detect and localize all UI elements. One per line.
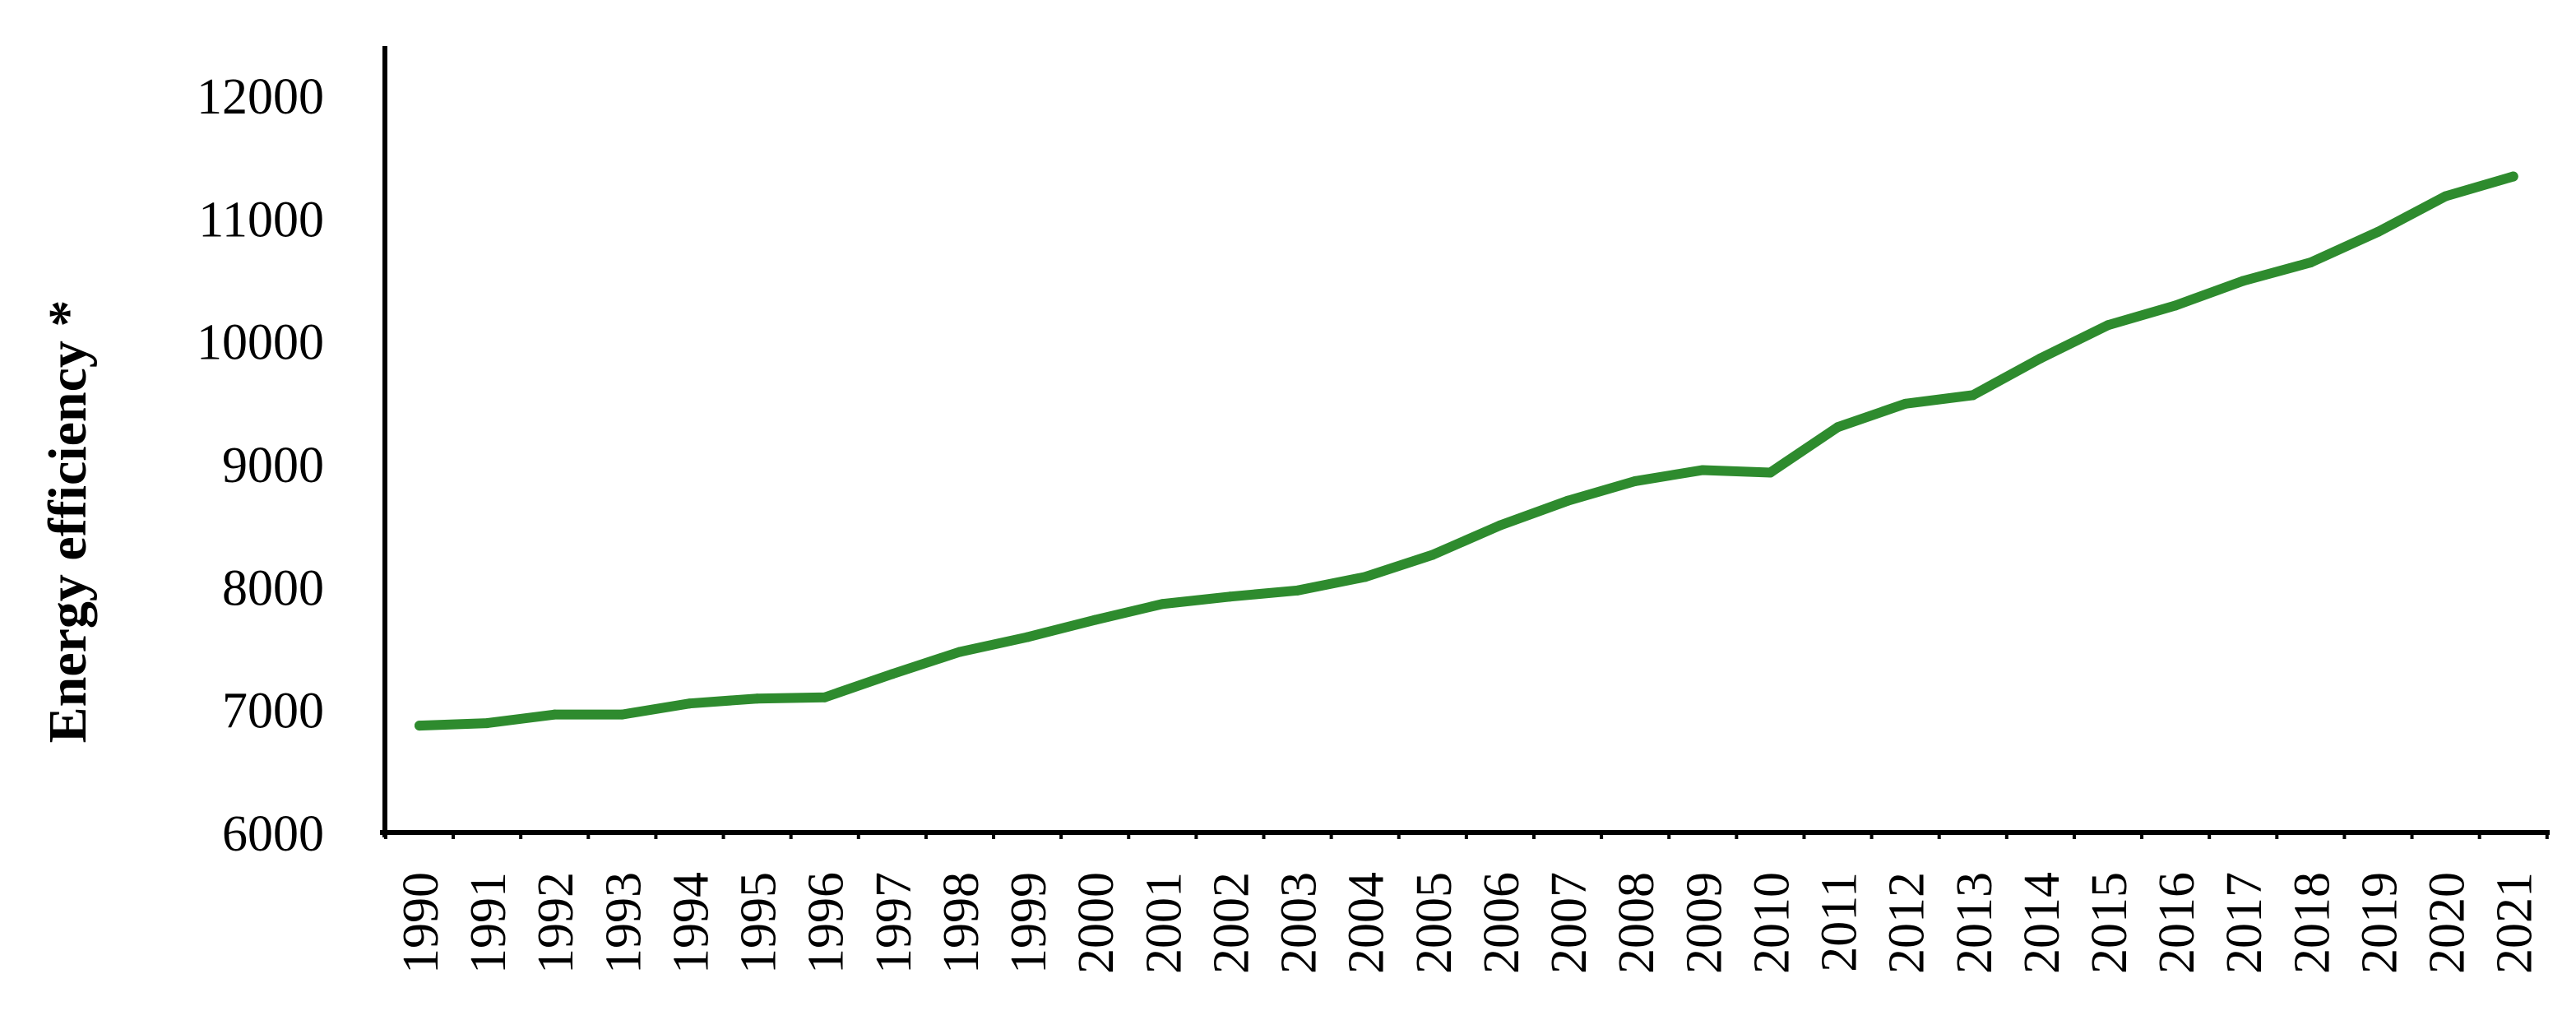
x-tick-label: 2002	[1203, 872, 1259, 974]
x-tick-label: 1998	[934, 872, 989, 974]
data-point	[2305, 257, 2316, 268]
x-tick-label: 2016	[2149, 872, 2205, 974]
series-line-energy-efficiency	[415, 171, 2518, 731]
x-tick-label: 2011	[1812, 872, 1868, 972]
data-point	[1563, 495, 1573, 506]
data-point	[1427, 549, 1438, 560]
data-point	[887, 669, 897, 679]
data-point	[1832, 422, 1843, 433]
data-point	[1698, 465, 1708, 475]
y-tick-label: 12000	[197, 69, 324, 125]
x-tick-label: 1997	[866, 872, 922, 974]
data-point	[2103, 320, 2113, 331]
data-point	[1360, 572, 1370, 582]
data-point	[1494, 520, 1505, 531]
data-point	[2035, 353, 2046, 364]
data-point	[1900, 398, 1911, 409]
x-tick-label: 1992	[528, 872, 584, 974]
x-tick-label: 1991	[461, 872, 517, 974]
y-tick-label: 7000	[222, 684, 324, 740]
data-point	[549, 709, 560, 720]
y-axis-tick-labels: 6000 7000 8000 9000 10000 11000 12000	[197, 69, 324, 862]
x-axis-tick-labels: 1990 1991 1992 1993 1994 1995 1996 1997 1998 1999…	[393, 872, 2543, 974]
x-tick-label: 2012	[1879, 872, 1935, 974]
x-tick-label: 1994	[663, 872, 719, 974]
y-axis-title: Energy efficiency *	[38, 300, 98, 744]
y-tick-label: 10000	[197, 315, 324, 371]
x-tick-label: 2001	[1136, 872, 1192, 974]
y-tick-label: 11000	[198, 192, 324, 248]
data-point	[1630, 475, 1641, 486]
data-point	[2373, 226, 2384, 237]
x-tick-label: 1996	[799, 872, 855, 974]
x-tick-label: 1999	[1001, 872, 1057, 974]
x-tick-label: 2000	[1068, 872, 1124, 974]
x-tick-label: 1993	[595, 872, 651, 974]
x-tick-label: 2003	[1272, 872, 1327, 974]
data-point	[2508, 171, 2518, 182]
data-point	[1157, 599, 1168, 610]
x-tick-label: 1990	[393, 872, 449, 974]
x-tick-label: 2009	[1676, 872, 1732, 974]
data-point	[2171, 300, 2181, 311]
x-tick-label: 1995	[731, 872, 787, 974]
data-point	[1967, 390, 1978, 401]
x-tick-label: 2020	[2420, 872, 2476, 974]
data-point	[954, 647, 965, 657]
x-tick-label: 2015	[2082, 872, 2138, 974]
data-point	[2440, 191, 2451, 202]
data-point	[1292, 585, 1303, 596]
data-point	[819, 692, 830, 702]
x-axis-tick-marks	[383, 832, 2549, 839]
data-points	[415, 171, 2518, 731]
data-point	[1765, 467, 1776, 478]
data-point	[684, 698, 695, 709]
x-tick-label: 2006	[1474, 872, 1530, 974]
data-point	[617, 709, 628, 720]
y-tick-label: 9000	[222, 438, 324, 494]
data-point	[1022, 632, 1033, 642]
x-tick-label: 2017	[2217, 872, 2273, 974]
x-tick-label: 2019	[2351, 872, 2407, 974]
x-tick-label: 2018	[2284, 872, 2340, 974]
x-tick-label: 2007	[1541, 872, 1597, 974]
y-tick-label: 8000	[222, 560, 324, 616]
data-point	[1225, 591, 1235, 602]
x-tick-label: 2008	[1609, 872, 1665, 974]
data-point	[415, 721, 424, 731]
x-tick-label: 2004	[1339, 872, 1395, 974]
data-point	[482, 718, 493, 729]
data-point	[752, 693, 762, 704]
x-tick-label: 2010	[1744, 872, 1800, 974]
data-point	[1090, 614, 1100, 625]
data-point	[2238, 276, 2249, 286]
x-tick-label: 2014	[2014, 872, 2070, 974]
x-tick-label: 2005	[1406, 872, 1462, 974]
x-tick-label: 2021	[2487, 872, 2543, 974]
y-tick-label: 6000	[222, 806, 324, 862]
x-tick-label: 2013	[1947, 872, 2003, 974]
